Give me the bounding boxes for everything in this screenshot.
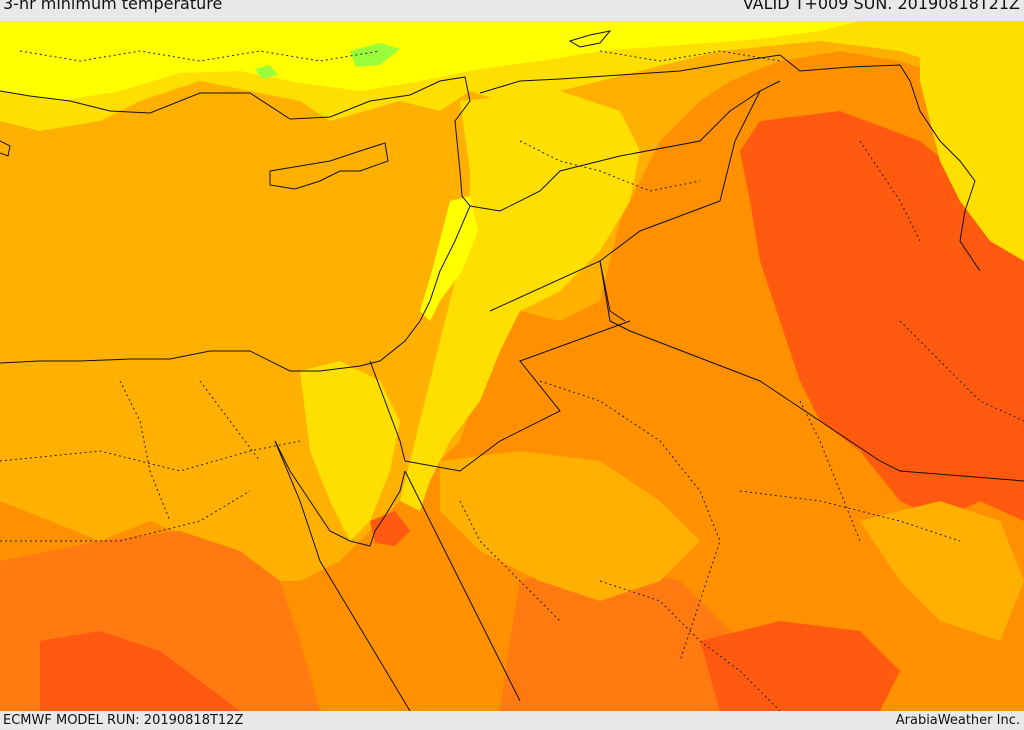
levant-yellow: [400, 91, 640, 511]
map-title: 3-hr minimum temperature: [3, 0, 223, 13]
green-patch: [350, 43, 400, 67]
east-patch: [860, 501, 1024, 641]
red-sea-hot: [40, 631, 240, 711]
levant-coast-bright: [420, 196, 478, 321]
anatolia-bright-yellow: [0, 21, 860, 101]
model-run: ECMWF MODEL RUN: 20190818T12Z: [3, 713, 244, 728]
arabia-south-hot: [700, 621, 900, 711]
arabia-light: [440, 451, 700, 601]
map-canvas: [0, 21, 1024, 711]
coastlines: [0, 30, 981, 711]
mesopotamia-hot: [740, 111, 1024, 521]
sinai-yellow: [300, 361, 400, 541]
temperature-map[interactable]: [0, 21, 1024, 711]
zagros-yellow: [920, 21, 1024, 261]
valid-time: VALID T+009 SUN. 20190818T21Z: [742, 0, 1020, 13]
province-lines: [0, 50, 1024, 711]
aqaba-hot: [370, 511, 410, 546]
header-bar: 3-hr minimum temperature VALID T+009 SUN…: [0, 0, 1024, 21]
credit: ArabiaWeather Inc.: [895, 713, 1020, 728]
green-patch-2: [255, 65, 278, 79]
footer-bar: ECMWF MODEL RUN: 20190818T12Z ArabiaWeat…: [0, 711, 1024, 729]
borders: [369, 80, 1024, 482]
